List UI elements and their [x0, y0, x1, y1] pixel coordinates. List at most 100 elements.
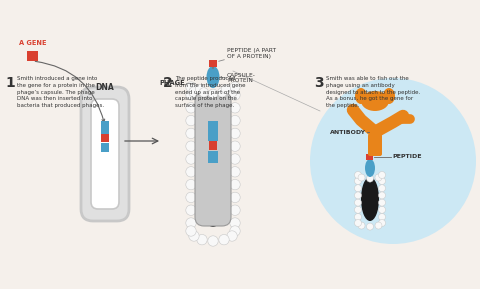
Circle shape [375, 222, 382, 229]
Text: PEPTIDE: PEPTIDE [392, 155, 421, 160]
Text: DNA: DNA [96, 83, 114, 92]
Circle shape [186, 154, 196, 164]
Circle shape [230, 166, 240, 177]
FancyBboxPatch shape [208, 151, 218, 163]
FancyBboxPatch shape [368, 134, 382, 156]
Circle shape [355, 185, 361, 192]
Circle shape [355, 220, 361, 227]
Circle shape [230, 90, 240, 100]
Ellipse shape [361, 91, 389, 111]
FancyBboxPatch shape [195, 92, 231, 226]
Circle shape [227, 87, 237, 97]
Circle shape [186, 226, 196, 236]
Circle shape [230, 128, 240, 139]
Circle shape [208, 92, 218, 102]
Circle shape [348, 105, 358, 115]
Circle shape [217, 88, 227, 97]
FancyBboxPatch shape [209, 60, 217, 67]
FancyBboxPatch shape [208, 121, 218, 141]
FancyBboxPatch shape [91, 99, 119, 209]
Circle shape [208, 236, 218, 246]
Circle shape [355, 192, 361, 199]
Circle shape [358, 174, 365, 181]
Text: 2: 2 [163, 76, 173, 90]
Text: 3: 3 [314, 76, 324, 90]
Circle shape [367, 223, 373, 230]
Circle shape [186, 82, 196, 92]
Circle shape [221, 84, 231, 94]
Circle shape [310, 78, 476, 244]
Circle shape [375, 174, 382, 181]
Circle shape [219, 234, 229, 245]
Circle shape [230, 103, 240, 113]
Circle shape [355, 214, 361, 221]
Circle shape [199, 88, 208, 97]
Text: The peptide produced
from the introduced gene
ended up as part of the
capsule pr: The peptide produced from the introduced… [175, 76, 245, 108]
Circle shape [379, 171, 385, 179]
Text: PHAGE: PHAGE [159, 80, 185, 86]
Circle shape [197, 90, 207, 101]
Ellipse shape [355, 88, 367, 104]
FancyBboxPatch shape [366, 154, 373, 160]
Circle shape [189, 231, 199, 241]
Circle shape [379, 220, 385, 227]
FancyBboxPatch shape [101, 121, 109, 134]
Text: ANTIBODY: ANTIBODY [330, 129, 366, 134]
Circle shape [230, 179, 240, 190]
Circle shape [186, 141, 196, 151]
Circle shape [355, 199, 361, 206]
Ellipse shape [195, 91, 231, 227]
Circle shape [369, 130, 381, 142]
Text: A GENE: A GENE [19, 40, 46, 46]
Circle shape [186, 205, 196, 215]
Circle shape [230, 218, 240, 228]
Circle shape [379, 192, 385, 199]
Ellipse shape [365, 159, 375, 177]
Circle shape [186, 218, 196, 228]
Text: Smith introduced a gene into
the gene for a protein in the
phage’s capsule. The : Smith introduced a gene into the gene fo… [17, 76, 104, 108]
Ellipse shape [361, 177, 379, 221]
Text: Smith was able to fish out the
phage using an antibody
designed to attach to the: Smith was able to fish out the phage usi… [326, 76, 420, 108]
FancyArrowPatch shape [35, 61, 105, 122]
Text: 1: 1 [5, 76, 15, 90]
Circle shape [355, 177, 361, 184]
Circle shape [186, 90, 196, 100]
Circle shape [367, 175, 373, 182]
Circle shape [195, 84, 204, 94]
Text: PEPTIDE (A PART
OF A PROTEIN): PEPTIDE (A PART OF A PROTEIN) [227, 48, 276, 59]
Circle shape [189, 87, 199, 97]
FancyBboxPatch shape [81, 87, 129, 221]
Circle shape [230, 205, 240, 215]
Circle shape [230, 154, 240, 164]
Ellipse shape [206, 66, 219, 88]
Circle shape [355, 171, 361, 179]
Circle shape [230, 226, 240, 236]
Ellipse shape [383, 88, 395, 104]
Circle shape [186, 179, 196, 190]
Circle shape [379, 177, 385, 184]
Circle shape [186, 103, 196, 113]
FancyBboxPatch shape [101, 134, 109, 142]
Circle shape [379, 185, 385, 192]
Circle shape [230, 141, 240, 151]
Circle shape [208, 89, 218, 99]
Circle shape [186, 166, 196, 177]
Circle shape [230, 82, 240, 92]
FancyBboxPatch shape [209, 141, 217, 150]
Circle shape [355, 206, 361, 213]
Circle shape [379, 206, 385, 213]
Circle shape [358, 222, 365, 229]
Circle shape [398, 111, 408, 121]
Circle shape [230, 115, 240, 126]
FancyBboxPatch shape [27, 51, 38, 61]
Circle shape [197, 234, 207, 245]
Circle shape [186, 128, 196, 139]
Circle shape [186, 192, 196, 203]
Circle shape [379, 214, 385, 221]
Text: CAPSULE-
PROTEIN: CAPSULE- PROTEIN [227, 73, 256, 84]
FancyBboxPatch shape [101, 143, 109, 152]
Circle shape [230, 192, 240, 203]
Circle shape [186, 115, 196, 126]
Circle shape [379, 199, 385, 206]
Circle shape [227, 231, 237, 241]
